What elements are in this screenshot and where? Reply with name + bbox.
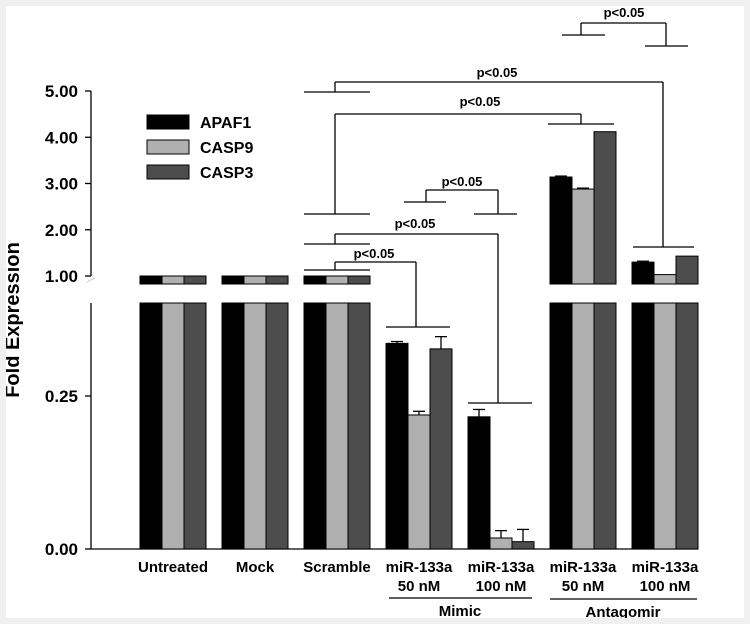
bar-casp9-lower — [243, 302, 267, 550]
bar-apaf1-lower — [303, 302, 327, 550]
bar-apaf1 — [221, 275, 245, 285]
bar-apaf1 — [631, 261, 655, 285]
bar-casp9 — [407, 414, 431, 550]
bar-casp9 — [325, 275, 349, 285]
bar-casp9 — [653, 274, 677, 285]
y-axis-label: Fold Expression — [6, 242, 24, 398]
legend-swatch-casp9 — [146, 139, 190, 155]
bar-casp3 — [511, 541, 535, 550]
legend-swatch-casp3 — [146, 164, 190, 180]
x-tick-label: miR-133a — [386, 559, 453, 576]
bar-casp3-lower — [593, 302, 617, 550]
bar-apaf1 — [139, 275, 163, 285]
bar-casp3 — [429, 348, 453, 550]
bar-apaf1 — [549, 176, 573, 285]
bar-casp3 — [675, 255, 699, 285]
significance-label: p<0.05 — [477, 65, 518, 80]
y-tick-label: 0.25 — [45, 387, 78, 406]
x-tick-label: miR-133a — [550, 559, 617, 576]
bar-apaf1-lower — [221, 302, 245, 550]
x-tick-sublabel: 50 nM — [562, 578, 605, 595]
x-tick-label: Untreated — [138, 559, 208, 576]
bar-casp3 — [183, 275, 207, 285]
x-tick-label: Scramble — [303, 559, 371, 576]
bar-apaf1-lower — [139, 302, 163, 550]
x-tick-sublabel: 100 nM — [476, 578, 527, 595]
bar-casp3 — [265, 275, 289, 285]
bar-casp9 — [161, 275, 185, 285]
bar-casp3 — [593, 131, 617, 285]
chart-frame: 1.00 2.00 3.00 4.00 5.00 0.00 0.25 Fold Express… — [6, 6, 744, 618]
bar-apaf1 — [385, 342, 409, 550]
bar-apaf1-lower — [631, 302, 655, 550]
x-tick-label: Mock — [236, 559, 275, 576]
x-tick-label: miR-133a — [468, 559, 535, 576]
bar-casp9-lower — [571, 302, 595, 550]
significance-label: p<0.05 — [460, 94, 501, 109]
bar-casp9-lower — [325, 302, 349, 550]
bar-casp3-lower — [347, 302, 371, 550]
significance-label: p<0.05 — [395, 216, 436, 231]
bar-apaf1 — [467, 416, 491, 550]
legend-label: APAF1 — [200, 115, 251, 132]
legend-label: CASP9 — [200, 140, 253, 157]
group-label-antagomir: Antagomir — [586, 604, 661, 618]
bar-casp9 — [243, 275, 267, 285]
x-tick-label: miR-133a — [632, 559, 699, 576]
y-tick-label: 2.00 — [45, 221, 78, 240]
bar-casp3-lower — [675, 302, 699, 550]
bar-casp3-lower — [183, 302, 207, 550]
bar-casp9 — [489, 537, 513, 550]
group-label-mimic: Mimic — [439, 603, 482, 618]
x-tick-sublabel: 100 nM — [640, 578, 691, 595]
y-tick-label: 1.00 — [45, 267, 78, 286]
legend-label: CASP3 — [200, 165, 253, 182]
y-tick-label: 5.00 — [45, 82, 78, 101]
axis-break-mark — [86, 277, 96, 283]
significance-label: p<0.05 — [354, 246, 395, 261]
legend-swatch-apaf1 — [146, 114, 190, 130]
y-tick-label: 4.00 — [45, 128, 78, 147]
x-tick-sublabel: 50 nM — [398, 578, 441, 595]
y-tick-label: 0.00 — [45, 540, 78, 559]
bar-apaf1-lower — [549, 302, 573, 550]
y-tick-label: 3.00 — [45, 175, 78, 194]
bar-casp9 — [571, 188, 595, 285]
significance-label: p<0.05 — [442, 174, 483, 189]
bar-casp9-lower — [161, 302, 185, 550]
bar-casp9-lower — [653, 302, 677, 550]
significance-label: p<0.05 — [604, 6, 645, 20]
bar-casp3-lower — [265, 302, 289, 550]
bar-chart: 1.00 2.00 3.00 4.00 5.00 0.00 0.25 Fold Express… — [6, 6, 699, 618]
bar-apaf1 — [303, 275, 327, 285]
bar-casp3 — [347, 275, 371, 285]
